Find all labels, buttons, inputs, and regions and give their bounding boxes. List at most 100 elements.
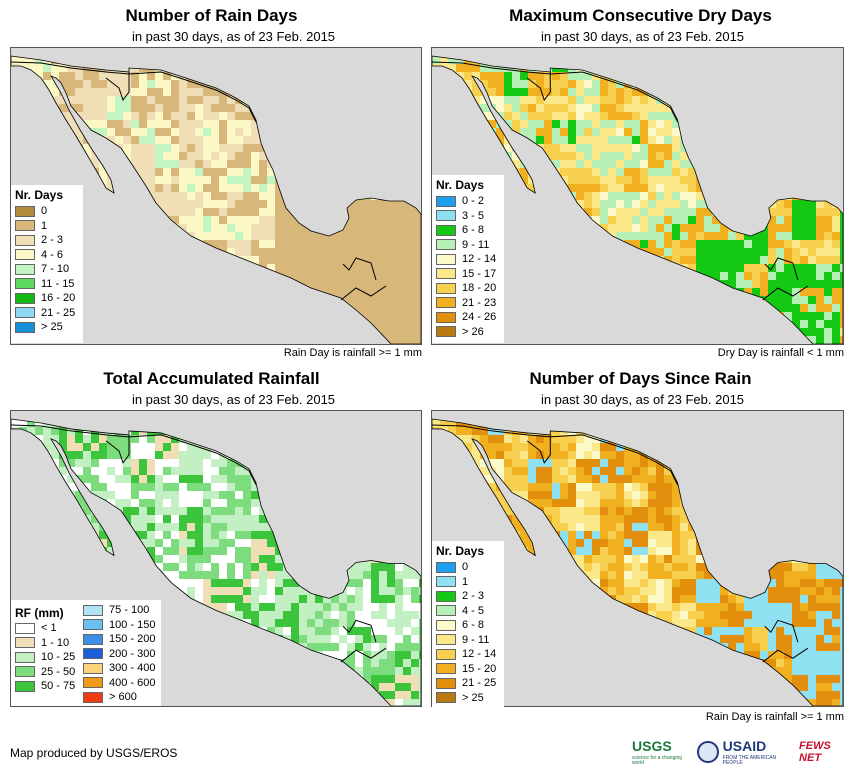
country-border <box>342 619 377 643</box>
usaid-seal-icon <box>697 741 719 763</box>
legend-item: 100 - 150 <box>83 618 155 633</box>
country-border <box>764 619 799 643</box>
country-border <box>432 424 679 485</box>
legend-swatch <box>15 680 35 692</box>
map-rain-days[interactable] <box>10 47 422 345</box>
legend-item: 9 - 11 <box>436 238 500 253</box>
country-border <box>105 434 130 464</box>
legend-item: 15 - 17 <box>436 267 500 282</box>
legend-item: 9 - 11 <box>436 633 500 648</box>
country-border <box>340 285 387 301</box>
legend-item: 0 <box>436 560 500 575</box>
legend-label: 4 - 5 <box>462 604 485 617</box>
legend-item: 6 - 8 <box>436 618 500 633</box>
legend-item: 18 - 20 <box>436 281 500 296</box>
legend-swatch <box>436 561 456 573</box>
legend-swatch <box>15 292 35 304</box>
legend-label: 3 - 5 <box>462 209 485 222</box>
legend-swatch <box>83 677 103 689</box>
panel-days-since-rain: Number of Days Since Rain in past 30 day… <box>427 366 854 732</box>
legend-item: 1 - 10 <box>15 636 75 651</box>
legend-swatch <box>436 663 456 675</box>
legend-label: 15 - 17 <box>462 267 497 280</box>
legend-label: 10 - 25 <box>41 651 76 664</box>
partner-logos: USGS science for a changing world USAID … <box>632 738 854 766</box>
legend-label: 24 - 26 <box>462 311 497 324</box>
panel-title: Maximum Consecutive Dry Days <box>509 6 772 25</box>
map-credit: Map produced by USGS/EROS <box>10 746 178 760</box>
legend-label: 2 - 3 <box>41 234 64 247</box>
panel-title: Number of Days Since Rain <box>529 369 752 388</box>
panel-subtitle: in past 30 days, as of 23 Feb. 2015 <box>540 29 745 44</box>
legend-item: 21 - 25 <box>15 306 79 321</box>
legend-swatch <box>436 224 456 236</box>
legend-swatch <box>15 307 35 319</box>
legend-label: 15 - 20 <box>462 662 497 675</box>
legend-swatch <box>436 297 456 309</box>
legend-swatch <box>15 278 35 290</box>
map-graphic <box>11 55 421 344</box>
panel-subtitle: in past 30 days, as of 23 Feb. 2015 <box>131 392 336 407</box>
usaid-logo[interactable]: USAID FROM THE AMERICAN PEOPLE <box>723 738 795 766</box>
usaid-logo-text: USAID <box>722 738 767 754</box>
legend-item: 16 - 20 <box>15 291 79 306</box>
country-border <box>764 257 799 281</box>
legend-swatch <box>436 282 456 294</box>
legend-label: 75 - 100 <box>109 604 150 617</box>
legend-swatch <box>436 239 456 251</box>
legend-label: > 25 <box>41 321 63 334</box>
legend-item: 75 - 100 <box>83 603 155 618</box>
fews-net-logo[interactable]: FEWS NET <box>799 740 831 764</box>
legend-label: 0 <box>41 205 48 218</box>
legend-label: 21 - 25 <box>462 677 497 690</box>
legend-label: 21 - 23 <box>462 296 497 309</box>
legend-label: > 25 <box>462 691 484 704</box>
usaid-tagline: FROM THE AMERICAN PEOPLE <box>722 755 777 766</box>
legend-swatch <box>436 619 456 631</box>
legend-item: 7 - 10 <box>15 262 79 277</box>
legend-item: 200 - 300 <box>83 647 155 662</box>
panel-subtitle: in past 30 days, as of 23 Feb. 2015 <box>540 392 745 407</box>
legend-item: 21 - 25 <box>436 676 500 691</box>
legend-item: 24 - 26 <box>436 310 500 325</box>
legend-swatch <box>436 268 456 280</box>
legend-swatch <box>436 311 456 323</box>
legend-swatch <box>83 648 103 660</box>
legend-label: 400 - 600 <box>109 676 156 689</box>
legend-swatch <box>436 590 456 602</box>
country-border <box>432 61 679 123</box>
legend-item: > 26 <box>436 325 500 340</box>
usgs-tagline: science for a changing world <box>632 755 683 766</box>
legend-label: 9 - 11 <box>462 633 490 646</box>
legend-label: 7 - 10 <box>41 263 70 276</box>
legend-swatch <box>436 605 456 617</box>
legend-label: 50 - 75 <box>41 680 76 693</box>
legend-swatch <box>436 648 456 660</box>
legend-label: 12 - 14 <box>462 253 497 266</box>
legend-item: 6 - 8 <box>436 223 500 238</box>
legend-swatch <box>436 677 456 689</box>
legend-label: > 26 <box>462 325 484 338</box>
legend-label: < 1 <box>41 622 57 635</box>
legend-title: Nr. Days <box>436 544 485 558</box>
legend-label: 4 - 6 <box>41 248 64 261</box>
legend-item: 50 - 75 <box>15 679 75 694</box>
legend-label: 1 <box>41 219 48 232</box>
legend-item: 4 - 5 <box>436 604 500 619</box>
legend-swatch <box>436 210 456 222</box>
legend-item: 3 - 5 <box>436 209 500 224</box>
legend-label: 21 - 25 <box>41 306 76 319</box>
legend-swatch <box>83 691 103 703</box>
legend-swatch <box>436 692 456 704</box>
legend-item: 12 - 14 <box>436 252 500 267</box>
map-note: Rain Day is rainfall >= 1 mm <box>705 711 844 723</box>
country-border <box>11 424 257 485</box>
legend-label: 1 - 10 <box>41 636 70 649</box>
legend-swatch <box>83 662 103 674</box>
legend-swatch <box>83 604 103 616</box>
usgs-logo[interactable]: USGS science for a changing world <box>632 738 693 766</box>
legend-swatch <box>436 576 456 588</box>
legend-item: > 25 <box>436 691 500 706</box>
